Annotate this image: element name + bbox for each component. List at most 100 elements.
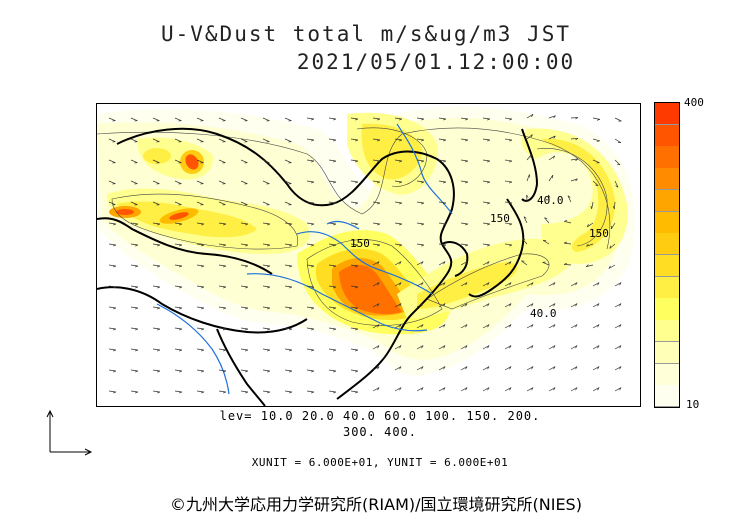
- wind-arrow-head: [332, 370, 337, 373]
- wind-arrow-head: [222, 244, 227, 247]
- wind-arrow-head: [443, 282, 446, 286]
- wind-arrow: [262, 369, 270, 372]
- wind-arrow: [152, 117, 160, 122]
- wind-arrow: [152, 369, 160, 372]
- wind-arrow: [174, 369, 182, 372]
- wind-arrow-head: [332, 349, 337, 352]
- wind-arrow: [394, 366, 402, 371]
- wind-arrow-head: [244, 244, 249, 247]
- wind-arrow: [522, 238, 528, 245]
- wind-arrow: [196, 159, 204, 164]
- wind-arrow: [570, 324, 578, 329]
- wind-arrow-head: [487, 387, 490, 391]
- wind-arrow-head: [112, 244, 117, 247]
- wind-arrow-head: [399, 282, 402, 286]
- wind-arrow-head: [486, 139, 491, 142]
- wind-arrow-head: [200, 244, 205, 247]
- legend-swatch: [655, 255, 679, 278]
- wind-arrow-head: [156, 265, 161, 268]
- wind-arrow-head: [464, 139, 469, 142]
- wind-arrow-head: [590, 205, 593, 210]
- wind-arrow: [504, 345, 512, 350]
- wind-arrow: [174, 180, 182, 185]
- wind-arrow-head: [420, 139, 425, 142]
- wind-arrow-head: [442, 139, 447, 142]
- wind-arrow: [130, 348, 138, 351]
- wind-arrow: [306, 348, 314, 351]
- wind-arrow: [394, 243, 402, 246]
- wind-arrow: [548, 387, 556, 392]
- wind-arrow-head: [310, 244, 315, 247]
- wind-arrow-head: [421, 282, 424, 286]
- wind-arrow: [284, 348, 292, 351]
- wind-arrow-head: [288, 286, 293, 289]
- wind-arrow: [614, 117, 622, 122]
- wind-arrow: [438, 366, 446, 371]
- wind-arrow: [372, 261, 380, 266]
- rivers: [156, 123, 453, 395]
- wind-arrow-head: [332, 307, 337, 310]
- legend-swatch: [655, 168, 679, 191]
- wind-arrow: [218, 264, 226, 267]
- wind-arrow: [196, 348, 204, 351]
- wind-arrow-head: [112, 286, 117, 289]
- wind-arrow-head: [575, 282, 578, 286]
- wind-arrow-head: [288, 265, 293, 268]
- wind-arrow-head: [354, 118, 359, 121]
- wind-arrow: [284, 306, 292, 309]
- wind-arrow-head: [354, 391, 359, 394]
- wind-arrow: [570, 178, 578, 182]
- wind-arrow: [350, 117, 358, 120]
- wind-arrow-head: [464, 244, 469, 247]
- wind-arrow-head: [377, 387, 380, 391]
- wind-arrow: [240, 138, 248, 143]
- wind-arrow-head: [178, 370, 183, 373]
- wind-arrow: [460, 345, 468, 350]
- wind-arrow-head: [442, 202, 447, 205]
- wind-arrow-head: [332, 223, 337, 226]
- wind-arrow-head: [420, 118, 425, 121]
- wind-arrow: [564, 242, 572, 245]
- wind-arrow: [306, 264, 314, 267]
- wind-arrow: [262, 180, 270, 185]
- wind-arrow-head: [222, 370, 227, 373]
- wind-arrow-head: [553, 135, 556, 139]
- wind-arrow: [108, 327, 116, 330]
- wind-arrow: [372, 138, 380, 141]
- wind-arrow-head: [222, 328, 227, 331]
- wind-arrow-head: [608, 265, 611, 269]
- wind-arrow: [611, 222, 616, 230]
- wind-arrow-head: [508, 181, 513, 184]
- wind-arrow: [438, 345, 446, 350]
- wind-arrow: [240, 117, 248, 122]
- wind-arrow-head: [564, 220, 568, 222]
- wind-arrow: [108, 159, 116, 164]
- wind-arrow-head: [508, 202, 513, 205]
- wind-arrow: [196, 180, 204, 185]
- wind-arrow: [542, 261, 550, 266]
- wind-arrow: [587, 222, 594, 228]
- wind-arrow: [306, 243, 314, 246]
- wind-arrow-head: [443, 366, 446, 370]
- copyright-credit: ©九州大学応用力学研究所(RIAM)/国立環境研究所(NIES): [170, 495, 582, 514]
- wind-arrow-head: [464, 202, 469, 205]
- wind-arrow: [306, 201, 314, 204]
- wind-arrow: [152, 285, 160, 288]
- wind-arrow-head: [486, 118, 491, 121]
- wind-arrow-head: [585, 264, 589, 267]
- wind-arrow-head: [288, 391, 293, 394]
- wind-arrow-head: [178, 286, 183, 289]
- wind-arrow-head: [134, 244, 139, 247]
- wind-arrow-head: [332, 244, 337, 247]
- wind-arrow-head: [354, 349, 359, 352]
- wind-arrow: [564, 220, 572, 224]
- wind-arrow: [482, 201, 490, 204]
- wind-arrow-head: [443, 261, 446, 265]
- wind-arrow-head: [266, 265, 271, 268]
- wind-arrow: [240, 306, 248, 309]
- wind-arrow-head: [134, 328, 139, 331]
- wind-arrow-head: [376, 223, 381, 226]
- wind-arrow-head: [376, 202, 381, 205]
- wind-arrow-head: [200, 307, 205, 310]
- wind-arrow: [372, 303, 380, 308]
